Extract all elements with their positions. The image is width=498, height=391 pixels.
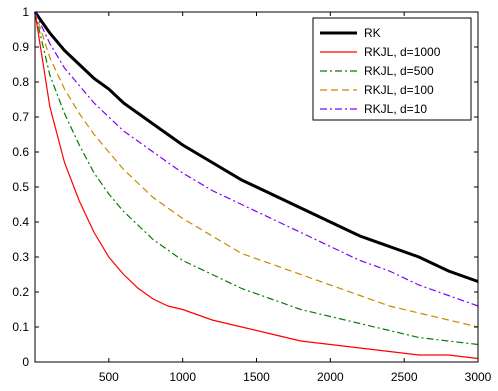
y-tick-label: 0.4 bbox=[12, 215, 29, 229]
x-tick-label: 1000 bbox=[169, 370, 196, 384]
legend-label-rkjl-d-500: RKJL, d=500 bbox=[364, 64, 434, 78]
y-axis: 0 0.1 0.2 0.3 0.4 0.5 0.6 0.7 0.8 0.9 1 bbox=[12, 5, 478, 369]
y-tick-label: 0 bbox=[22, 355, 29, 369]
y-tick-label: 1 bbox=[22, 5, 29, 19]
series-line-rkjl-d-10 bbox=[34, 11, 479, 307]
y-tick-label: 0.9 bbox=[12, 40, 29, 54]
legend-label-rkjl-d-1000: RKJL, d=1000 bbox=[364, 45, 441, 59]
y-tick-label: 0.7 bbox=[12, 110, 29, 124]
legend-label-rkjl-d-10: RKJL, d=10 bbox=[364, 102, 427, 116]
series-lines bbox=[33, 11, 479, 360]
x-tick-label: 3000 bbox=[465, 370, 492, 384]
series-line-rkjl-d-100 bbox=[34, 11, 479, 328]
series-line-rkjl-d-1000 bbox=[34, 11, 479, 360]
y-tick-label: 0.5 bbox=[12, 180, 29, 194]
y-tick-label: 0.6 bbox=[12, 145, 29, 159]
legend-label-rk: RK bbox=[364, 26, 381, 40]
legend-label-rkjl-d-100: RKJL, d=100 bbox=[364, 83, 434, 97]
x-tick-label: 2000 bbox=[317, 370, 344, 384]
x-tick-label: 1500 bbox=[243, 370, 270, 384]
y-tick-label: 0.2 bbox=[12, 285, 29, 299]
x-tick-label: 500 bbox=[99, 370, 119, 384]
y-tick-label: 0.3 bbox=[12, 250, 29, 264]
legend-box bbox=[312, 17, 472, 121]
y-tick-label: 0.8 bbox=[12, 75, 29, 89]
series-line-rk bbox=[33, 11, 479, 283]
series-line-rkjl-d-500 bbox=[34, 11, 479, 346]
legend: RK RKJL, d=1000 RKJL, d=500 RKJL, d=100 RKJL… bbox=[312, 17, 472, 121]
y-tick-label: 0.1 bbox=[12, 320, 29, 334]
x-tick-label: 2500 bbox=[391, 370, 418, 384]
x-axis: 500 1000 1500 2000 2500 3000 bbox=[99, 12, 492, 384]
